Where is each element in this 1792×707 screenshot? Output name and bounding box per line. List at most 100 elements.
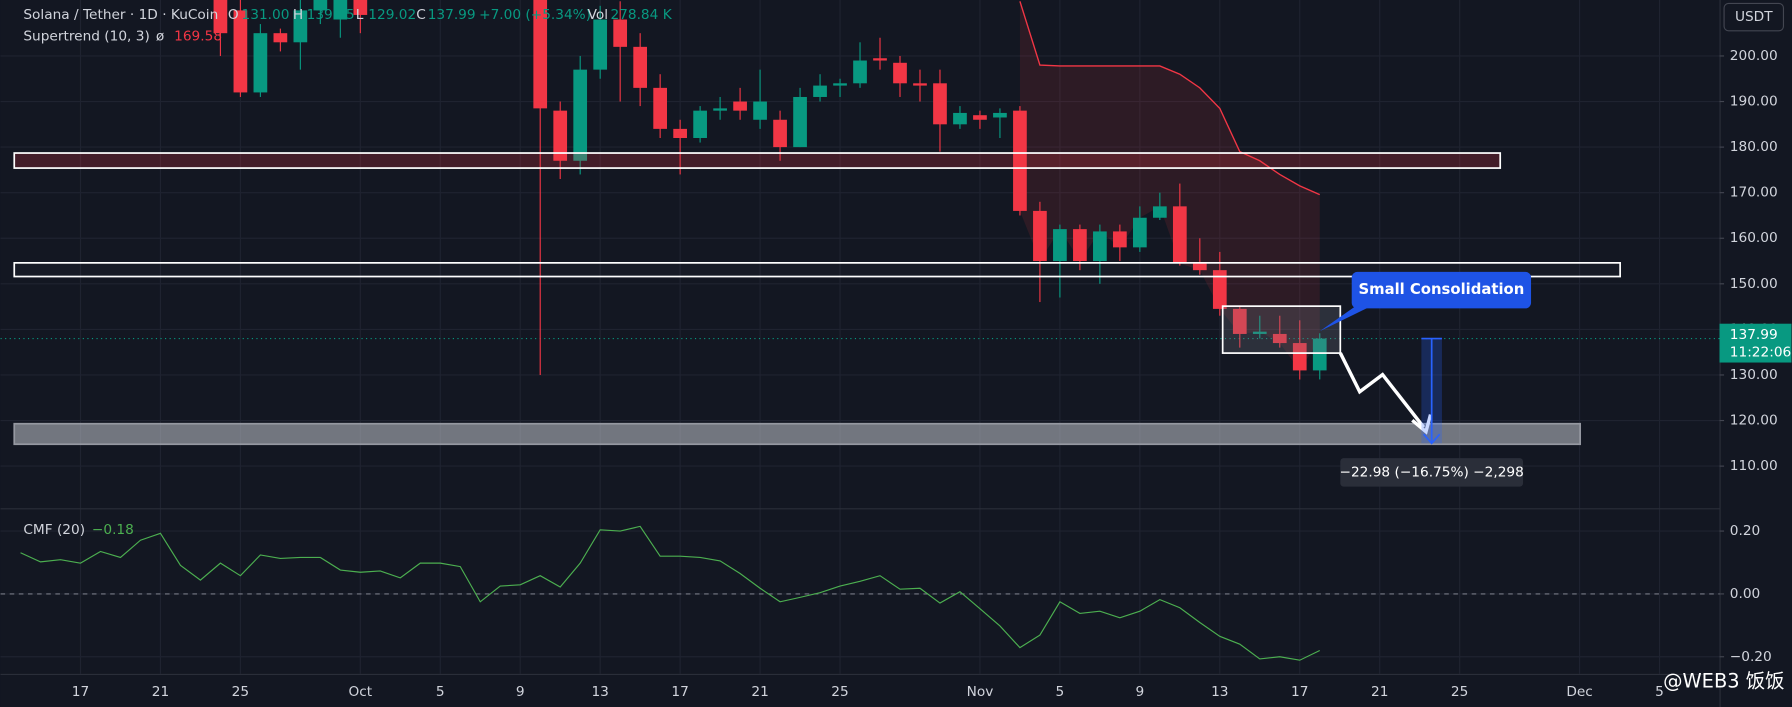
candle-body bbox=[793, 96, 807, 148]
cmf-value: −0.18 bbox=[92, 522, 134, 538]
ohlc-value: 131.00 bbox=[242, 7, 290, 23]
candle-body bbox=[933, 83, 947, 125]
candle-body bbox=[713, 108, 727, 111]
currency-box bbox=[1723, 2, 1785, 32]
y-tick-label: 130.00 bbox=[1730, 367, 1778, 383]
currency-label: USDT bbox=[1735, 9, 1773, 25]
candle-body bbox=[653, 87, 667, 129]
x-tick-label: 5 bbox=[1655, 684, 1664, 700]
zone bbox=[13, 262, 1621, 278]
candle-body bbox=[1053, 229, 1067, 262]
ohlc-value: 139.15 bbox=[307, 7, 355, 23]
y-tick-label: −0.20 bbox=[1730, 649, 1772, 665]
candle-body bbox=[1292, 343, 1307, 371]
y-tick-label: 0.20 bbox=[1730, 523, 1760, 539]
candle-body bbox=[553, 110, 568, 161]
price-tag bbox=[1719, 323, 1792, 363]
supertrend-fill bbox=[1019, 1, 1320, 371]
y-tick-label: 190.00 bbox=[1730, 94, 1778, 110]
indicator-symbol: ø bbox=[156, 29, 164, 45]
measure-label-box bbox=[1340, 458, 1524, 487]
candle-body bbox=[673, 128, 687, 138]
y-tick-label: 150.00 bbox=[1730, 276, 1778, 292]
price-tag-countdown: 11:22:06 bbox=[1730, 344, 1791, 360]
volume-key: Vol bbox=[588, 7, 608, 23]
candle-body bbox=[1212, 270, 1227, 309]
x-tick-label: 9 bbox=[1135, 684, 1144, 700]
candle-body bbox=[1132, 217, 1147, 248]
x-tick-label: 25 bbox=[831, 684, 848, 700]
candle-body bbox=[993, 112, 1007, 118]
x-tick-label: 5 bbox=[1056, 684, 1065, 700]
candle-body bbox=[953, 112, 967, 125]
x-tick-label: 9 bbox=[516, 684, 525, 700]
watermark: @WEB3 饭饭 bbox=[1663, 669, 1785, 692]
ohlc-key: O bbox=[228, 7, 239, 23]
price-tag-label: 137.99 bbox=[1730, 327, 1778, 343]
cmf-line bbox=[20, 525, 1320, 661]
candle-body bbox=[1172, 206, 1187, 264]
currency-badge: USDT bbox=[1723, 2, 1785, 32]
projection-arrow bbox=[1338, 352, 1426, 429]
candle-body bbox=[353, 0, 368, 15]
candle-body bbox=[213, 0, 228, 34]
cmf-title: CMF (20) bbox=[23, 522, 85, 538]
x-tick-label: 13 bbox=[591, 684, 608, 700]
candle-body bbox=[1013, 110, 1027, 211]
candle-body bbox=[533, 0, 548, 109]
candle-body bbox=[773, 119, 787, 148]
x-tick-label: Oct bbox=[348, 684, 372, 700]
candle-body bbox=[253, 33, 268, 93]
candle-body bbox=[613, 19, 628, 47]
x-tick-label: 17 bbox=[1291, 684, 1308, 700]
candle-body bbox=[1033, 210, 1047, 262]
symbol-title: Solana / Tether · 1D · KuCoin bbox=[23, 7, 218, 23]
candle-body bbox=[1152, 206, 1167, 218]
candle-body bbox=[853, 60, 867, 84]
candle-body bbox=[273, 33, 288, 43]
projection-arrow-head bbox=[1411, 414, 1433, 435]
volume-value: 278.84 K bbox=[610, 7, 672, 23]
y-tick-label: 200.00 bbox=[1730, 48, 1778, 64]
ohlc-key: H bbox=[293, 7, 303, 23]
cmf-pane bbox=[0, 525, 1720, 661]
y-tick-label: 180.00 bbox=[1730, 139, 1778, 155]
overlay: Small Consolidation −22.98 (−16.75%) −2,… bbox=[1319, 271, 1532, 487]
y-tick-label: 110.00 bbox=[1730, 458, 1778, 474]
price-pane bbox=[0, 0, 1720, 380]
candle-body bbox=[893, 62, 907, 84]
candle-body bbox=[313, 0, 328, 11]
legend: Solana / Tether · 1D · KuCoin O 131.00 H… bbox=[23, 7, 672, 538]
y-tick-label: 120.00 bbox=[1730, 413, 1778, 429]
x-tick-label: 5 bbox=[436, 684, 445, 700]
candle-body bbox=[1312, 338, 1327, 371]
candle-body bbox=[633, 46, 648, 88]
zone bbox=[13, 152, 1502, 169]
candle-body bbox=[733, 101, 747, 111]
x-tick-label: 17 bbox=[671, 684, 688, 700]
candle-body bbox=[593, 19, 608, 70]
candle-body bbox=[233, 10, 248, 93]
candle-body bbox=[913, 83, 927, 86]
candle-body bbox=[1093, 231, 1107, 262]
x-tick-label: 21 bbox=[152, 684, 169, 700]
candle-body bbox=[973, 115, 987, 120]
indicator-name: Supertrend (10, 3) bbox=[23, 29, 149, 45]
x-tick-label: 17 bbox=[72, 684, 89, 700]
zone bbox=[1221, 305, 1342, 354]
y-tick-label: 0.00 bbox=[1730, 586, 1760, 602]
measure-label: −22.98 (−16.75%) −2,298 bbox=[1339, 464, 1523, 480]
ohlc-value: 129.02 bbox=[368, 7, 416, 23]
change-value: +7.00 (+5.34%) bbox=[479, 7, 591, 23]
candle-body bbox=[1073, 229, 1087, 262]
candle-body bbox=[833, 83, 847, 86]
candle-body bbox=[873, 58, 887, 61]
x-tick-label: 13 bbox=[1211, 684, 1228, 700]
x-tick-label: Dec bbox=[1566, 684, 1593, 700]
candle-body bbox=[1232, 308, 1247, 334]
candle-body bbox=[813, 85, 827, 97]
zone bbox=[13, 422, 1582, 446]
candle-body bbox=[573, 69, 588, 161]
